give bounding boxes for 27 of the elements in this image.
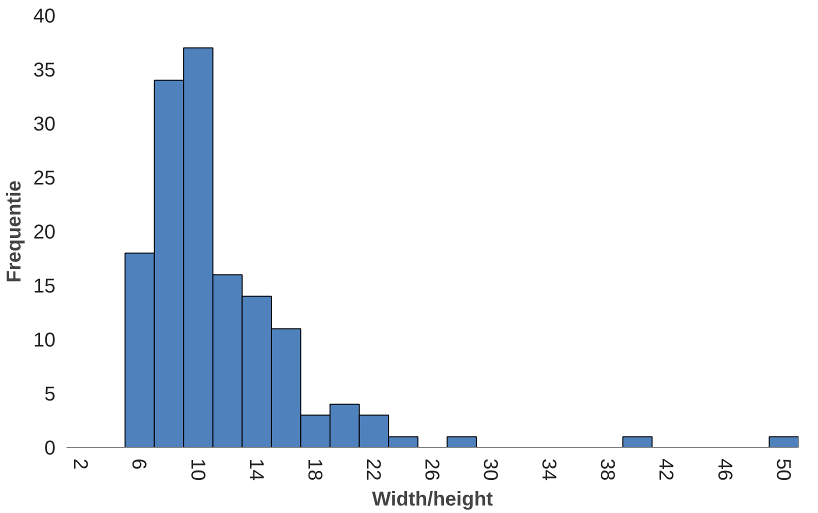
y-tick-label: 40 xyxy=(33,6,56,28)
x-tick-label: 22 xyxy=(362,458,384,481)
x-tick-label: 14 xyxy=(244,458,267,481)
y-tick-label: 0 xyxy=(44,438,56,460)
y-tick-label: 25 xyxy=(33,168,56,190)
y-tick-label: 10 xyxy=(33,330,56,352)
x-axis-title: Width/height xyxy=(372,488,494,511)
y-axis-title: Frequentie xyxy=(3,180,26,283)
y-tick-label: 30 xyxy=(33,114,56,136)
y-tick-label: 15 xyxy=(33,276,56,298)
x-tick-label: 38 xyxy=(596,458,618,481)
x-tick-label: 50 xyxy=(772,458,794,481)
x-tick-label: 42 xyxy=(654,458,677,481)
x-tick-label: 2 xyxy=(69,458,92,470)
x-tick-label: 18 xyxy=(303,458,326,481)
bar xyxy=(622,436,653,448)
y-tick-label: 35 xyxy=(33,60,56,82)
y-tick-label: 5 xyxy=(44,384,56,406)
x-tick-label: 46 xyxy=(713,458,736,481)
bar xyxy=(446,436,477,448)
x-tick-label: 34 xyxy=(538,458,560,481)
x-tick-label: 30 xyxy=(479,458,502,481)
x-tick-label: 26 xyxy=(420,458,442,481)
x-tick-label: 10 xyxy=(186,458,208,481)
x-tick-label: 6 xyxy=(128,458,150,470)
bar xyxy=(768,436,798,448)
y-tick-label: 20 xyxy=(33,222,56,244)
